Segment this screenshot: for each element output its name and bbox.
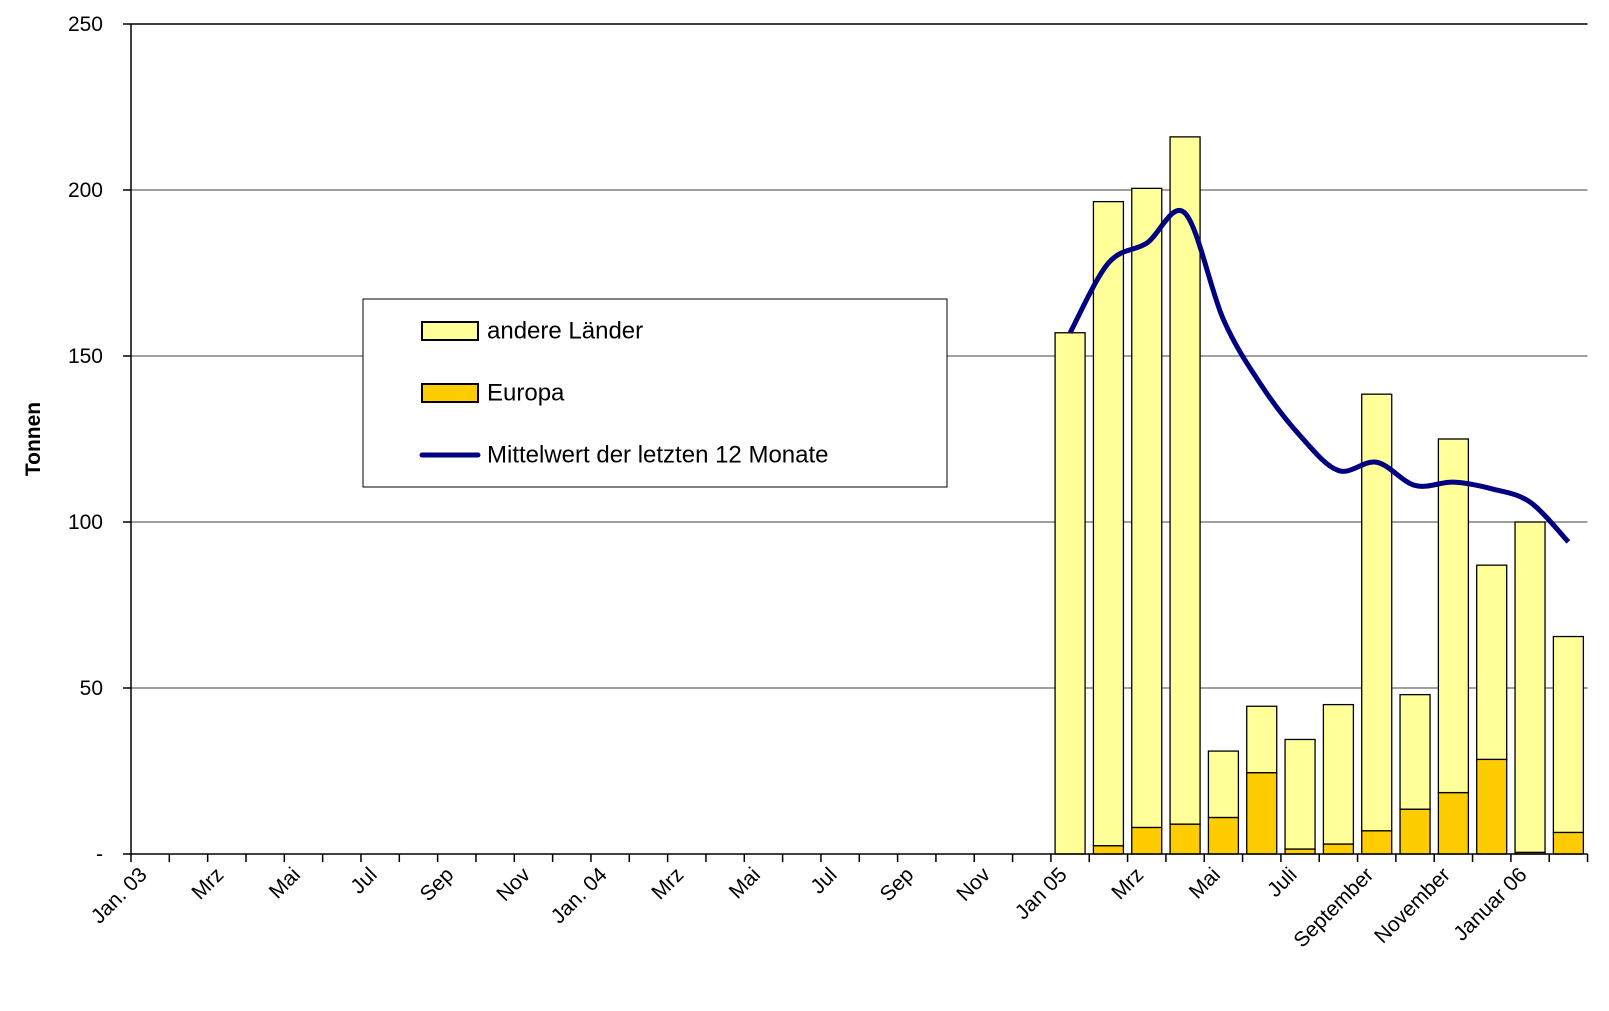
bar [1476,758,1508,855]
legend-label: andere Länder [487,317,643,344]
x-tick-label: Januar 06 [1449,863,1531,945]
bar [1169,136,1201,825]
y-tick-label: 150 [68,345,103,368]
x-tick-label: Mai [265,863,305,903]
legend-swatch [421,383,479,403]
bar [1207,750,1240,819]
bar [1131,187,1163,829]
x-tick-label: Juli [1263,863,1302,902]
x-tick-label: Mai [725,863,765,903]
bar [1322,703,1355,845]
x-tick-label: Nov [492,863,535,906]
y-tick-label: 50 [80,677,103,700]
bar [1552,831,1585,855]
x-tick-label: Jan 05 [1011,863,1072,924]
y-axis-label: Tonnen [22,402,45,476]
bar [1476,564,1508,761]
x-tick-label: Nov [952,863,995,906]
bar [1437,791,1470,855]
bar [1437,438,1470,794]
y-tick-label: 250 [68,13,103,36]
bar [1169,823,1201,855]
x-tick-label: Jan. 03 [87,863,152,928]
legend-label: Europa [487,379,565,406]
bar [1054,332,1086,855]
y-tick-label: - [96,843,103,866]
x-tick-label: Mrz [187,863,228,904]
x-tick-label: Jan. 04 [547,863,612,928]
x-tick-label: Mrz [1107,863,1148,904]
legend-swatch [421,321,479,341]
x-tick-label: September [1289,863,1378,952]
legend-label: Mittelwert der letzten 12 Monate [487,441,829,468]
bar [1322,843,1355,855]
bar [1246,705,1278,774]
x-tick-label: November [1370,863,1455,948]
bar [1246,772,1278,855]
x-tick-label: Jul [346,863,381,898]
y-tick-label: 200 [68,179,103,202]
line [1067,208,1571,544]
x-tick-label: Sep [876,863,919,906]
bar [1399,808,1431,855]
bar [1361,393,1393,832]
bar [1131,826,1163,855]
x-tick-label: Sep [416,863,459,906]
x-tick-label: Mrz [647,863,688,904]
bar [1092,200,1125,847]
x-tick-label: Jul [806,863,841,898]
bar [1284,738,1316,850]
bar [1092,845,1125,855]
bar [1207,816,1240,855]
y-tick-label: 100 [68,511,103,534]
x-tick-label: Mai [1185,863,1225,903]
bar [1399,693,1431,810]
bar [1514,521,1546,853]
bar [1361,830,1393,855]
bar [1552,635,1585,834]
